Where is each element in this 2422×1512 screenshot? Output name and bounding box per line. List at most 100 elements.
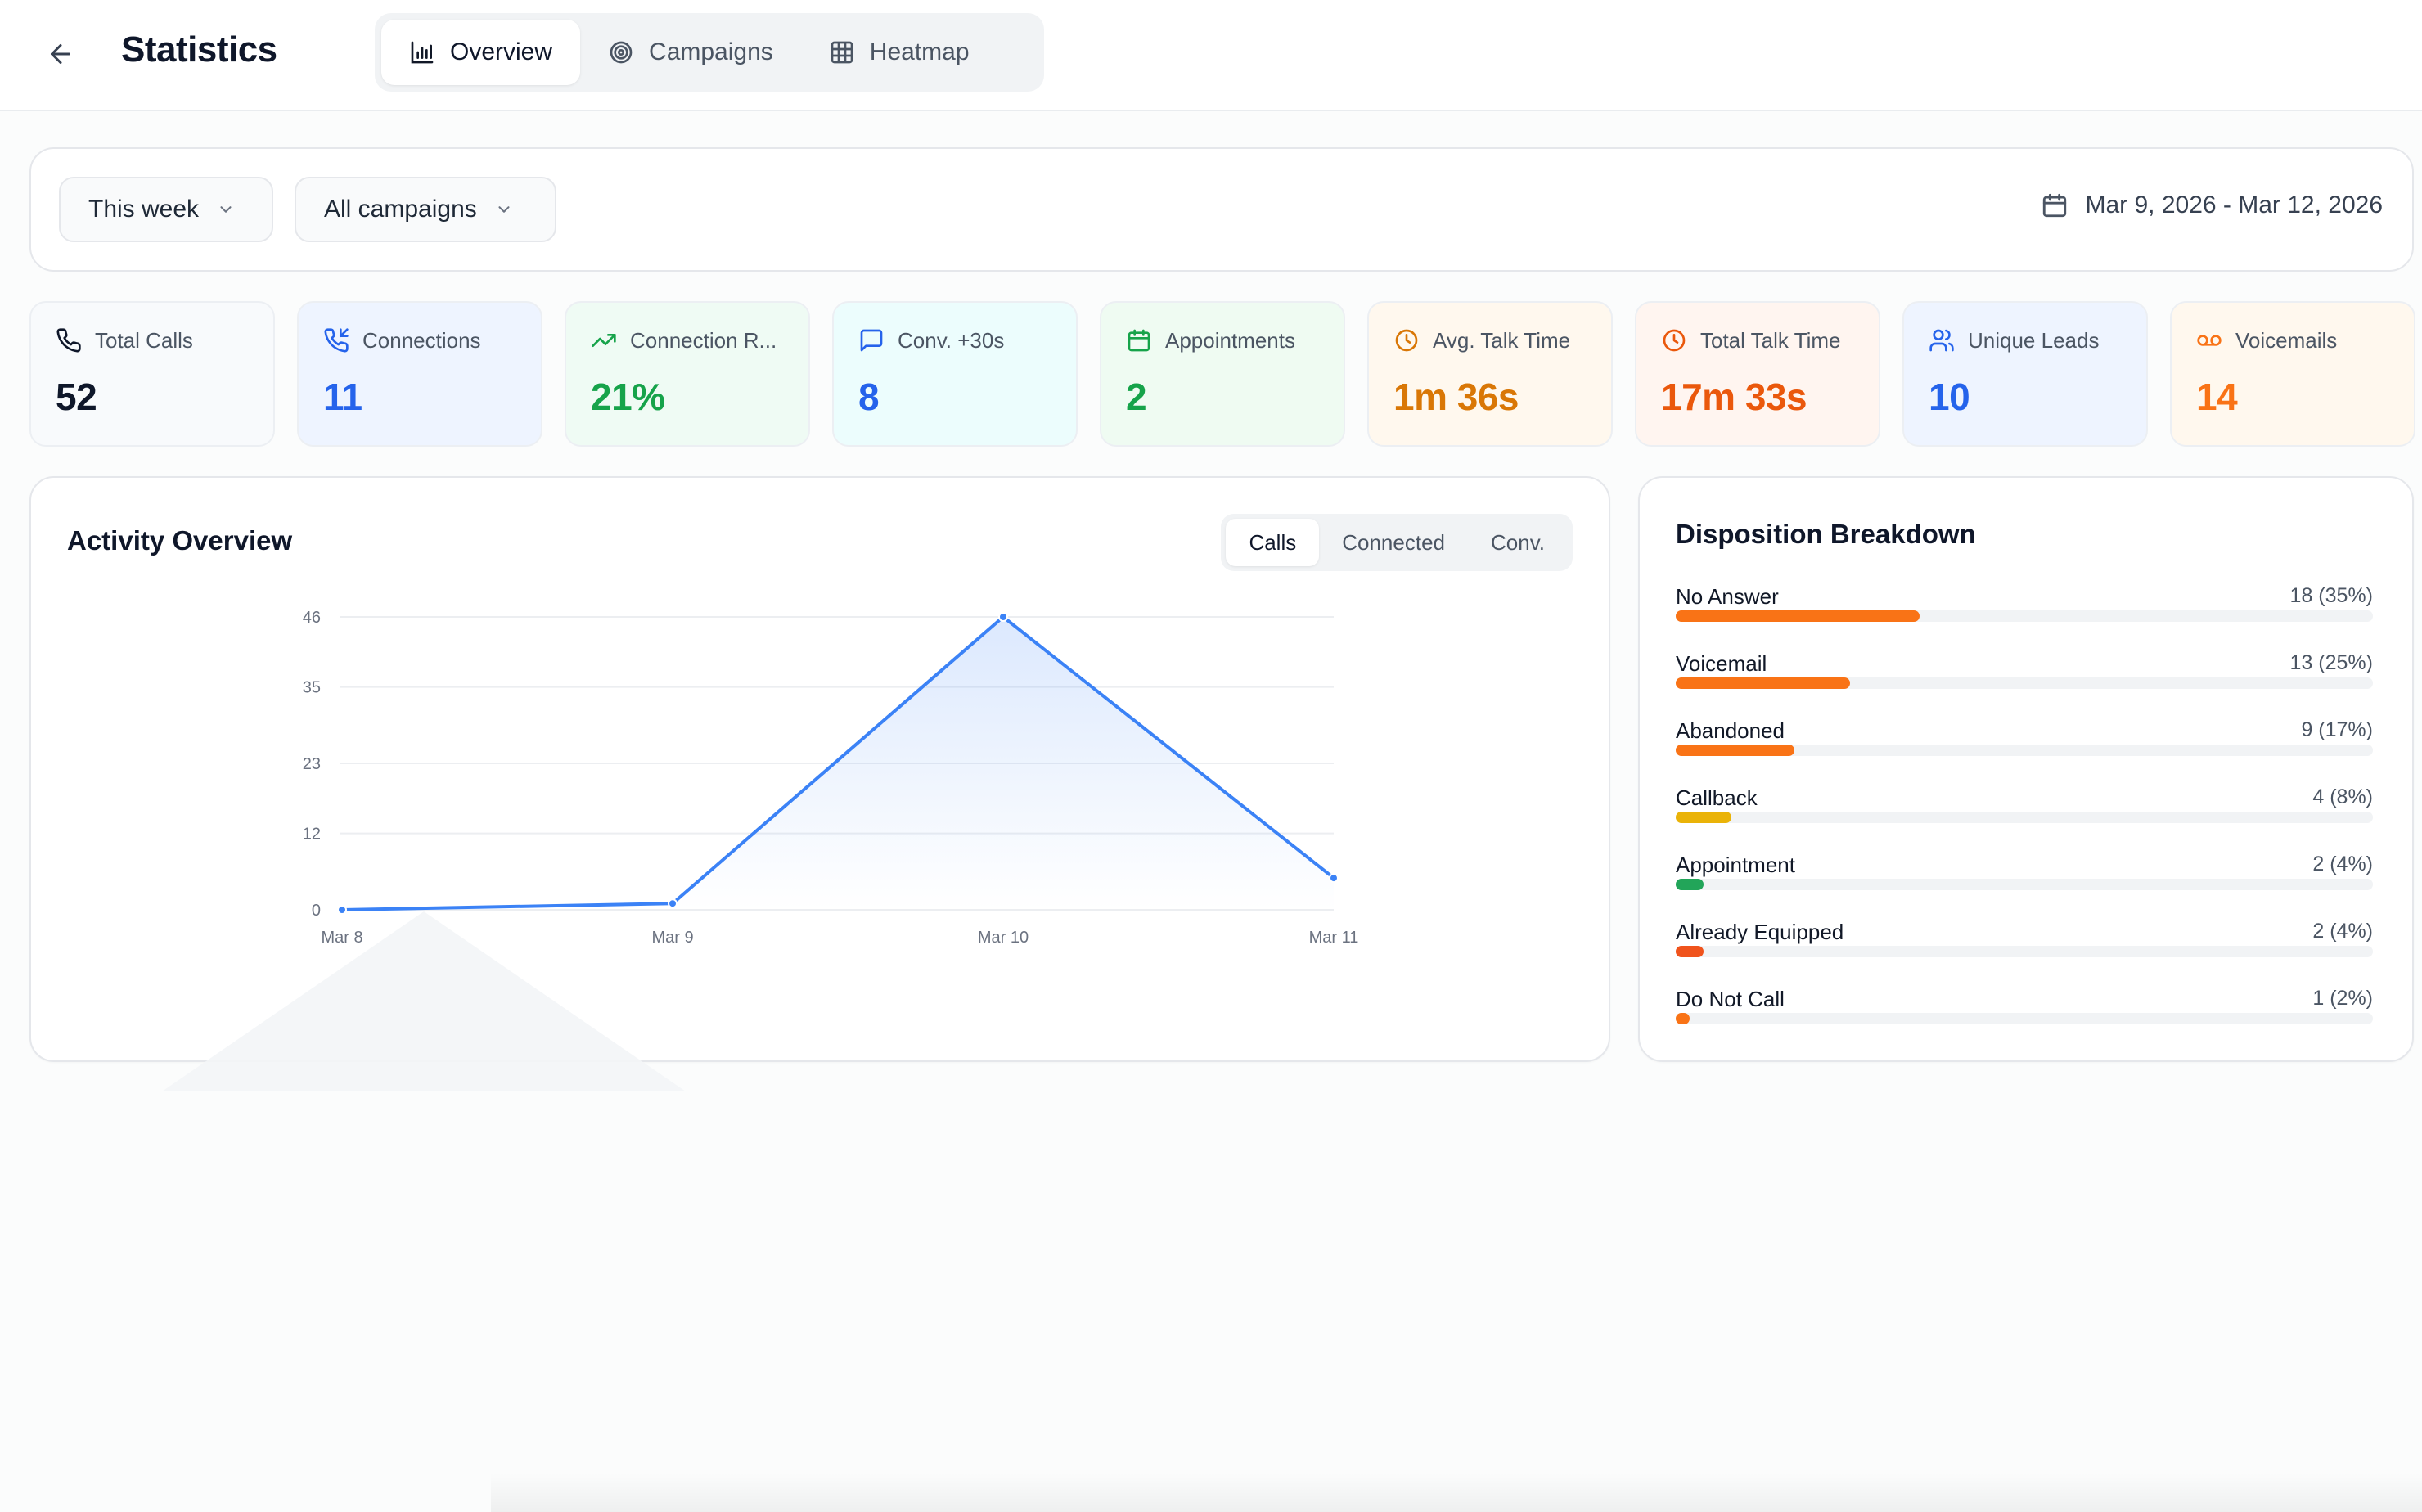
tab-heatmap-label: Heatmap: [869, 38, 970, 65]
toggle-conv[interactable]: Conv.: [1491, 529, 1545, 555]
disposition-value: 1 (2%): [2312, 987, 2373, 1010]
stat-label: Total Calls: [95, 327, 193, 353]
toggle-connected[interactable]: Connected: [1342, 529, 1445, 555]
disposition-label: Abandoned: [1676, 718, 1785, 743]
stat-card: Total Talk Time 17m 33s: [1635, 301, 1880, 447]
disposition-value: 2 (4%): [2312, 853, 2373, 875]
stat-card-header: Unique Leads: [1929, 327, 2122, 353]
arrow-left-icon: [51, 44, 70, 64]
stat-value: 14: [2196, 376, 2238, 418]
phone-incoming-icon: [324, 328, 349, 353]
tab-campaigns-label: Campaigns: [649, 38, 773, 65]
x-tick-label: Mar 11: [1309, 929, 1359, 947]
data-point: [337, 905, 347, 915]
page-title: Statistics: [121, 29, 277, 70]
disposition-row: Already Equipped 2 (4%): [1676, 920, 2373, 961]
x-tick-label: Mar 10: [978, 929, 1029, 947]
data-point: [668, 898, 678, 909]
stat-label: Total Talk Time: [1700, 327, 1841, 353]
x-tick-label: Mar 9: [651, 929, 693, 947]
disposition-label: Do Not Call: [1676, 987, 1785, 1011]
clock-icon: [1663, 329, 1686, 352]
bar-chart-icon: [411, 41, 434, 64]
stat-card: Unique Leads 10: [1902, 301, 2148, 447]
stat-value: 21%: [591, 376, 665, 418]
disposition-bar-track: [1676, 1013, 2373, 1024]
disposition-value: 13 (25%): [2289, 651, 2373, 674]
stat-card-header: Appointments: [1126, 327, 1319, 353]
disposition-bar-fill: [1676, 745, 1794, 756]
disposition-label: Callback: [1676, 785, 1758, 810]
disposition-label: No Answer: [1676, 584, 1779, 609]
disposition-value: 9 (17%): [2301, 718, 2373, 741]
disposition-row: Appointment 2 (4%): [1676, 853, 2373, 893]
campaign-select[interactable]: All campaigns: [295, 177, 556, 242]
trending-up-icon: [592, 334, 616, 347]
stat-card-header: Total Talk Time: [1661, 327, 1854, 353]
period-select[interactable]: This week: [59, 177, 273, 242]
background-shape: [162, 911, 686, 1091]
disposition-bar-track: [1676, 879, 2373, 890]
stat-value: 2: [1126, 376, 1147, 418]
tab-overview-label: Overview: [450, 38, 553, 65]
stat-value: 17m 33s: [1661, 376, 1807, 418]
disposition-bar-track: [1676, 610, 2373, 622]
stat-label: Connection R...: [630, 327, 777, 353]
y-tick-label: 35: [303, 679, 321, 697]
tab-heatmap[interactable]: Heatmap: [801, 20, 997, 85]
stat-label: Unique Leads: [1968, 327, 2100, 353]
stat-card-header: Connection R...: [591, 327, 784, 353]
activity-metric-toggle: Calls Connected Conv.: [1221, 514, 1573, 571]
stat-card-header: Total Calls: [56, 327, 249, 353]
stat-card-header: Voicemails: [2196, 327, 2389, 353]
disposition-row: Do Not Call 1 (2%): [1676, 987, 2373, 1028]
stat-card: Appointments 2: [1100, 301, 1345, 447]
y-tick-label: 12: [303, 826, 321, 844]
disposition-row: Callback 4 (8%): [1676, 785, 2373, 826]
date-range[interactable]: Mar 9, 2026 - Mar 12, 2026: [2041, 191, 2383, 219]
y-tick-label: 46: [303, 609, 321, 627]
series-area: [342, 617, 1334, 910]
stat-label: Appointments: [1165, 327, 1295, 353]
disposition-value: 18 (35%): [2289, 584, 2373, 607]
disposition-value: 4 (8%): [2312, 785, 2373, 808]
activity-overview-panel: Activity Overview Calls Connected Conv. …: [29, 476, 1610, 1091]
disposition-bar-track: [1676, 677, 2373, 689]
disposition-label: Voicemail: [1676, 651, 1767, 676]
calendar-icon: [2043, 193, 2067, 218]
disposition-row: No Answer 18 (35%): [1676, 584, 2373, 625]
back-button[interactable]: [39, 33, 82, 75]
stat-card: Voicemails 14: [2170, 301, 2415, 447]
stat-label: Conv. +30s: [898, 327, 1005, 353]
series-line: [341, 615, 1335, 911]
tab-overview[interactable]: Overview: [381, 20, 581, 85]
tab-campaigns[interactable]: Campaigns: [580, 20, 801, 85]
disposition-bar-fill: [1676, 812, 1732, 823]
filter-bar: This week All campaigns Mar 9, 2026 - Ma…: [29, 147, 2414, 272]
activity-title: Activity Overview: [67, 525, 293, 556]
disposition-bar-fill: [1676, 677, 1850, 689]
disposition-row: Abandoned 9 (17%): [1676, 718, 2373, 759]
users-icon: [1929, 329, 1954, 352]
disposition-bar-fill: [1676, 1013, 1690, 1024]
stat-card: Total Calls 52: [29, 301, 275, 447]
phone-icon: [56, 328, 81, 353]
target-icon: [610, 41, 633, 64]
disposition-value: 2 (4%): [2312, 920, 2373, 943]
disposition-bar-fill: [1676, 610, 1920, 622]
x-tick-label: Mar 8: [321, 929, 362, 947]
disposition-label: Appointment: [1676, 853, 1795, 877]
campaign-select-value: All campaigns: [324, 196, 477, 223]
y-tick-label: 23: [303, 755, 321, 773]
disposition-bar-fill: [1676, 879, 1704, 890]
stat-cards: Total Calls 52 Connections 11 Connection R..…: [29, 301, 2415, 447]
grid-icon: [831, 41, 853, 64]
toggle-calls[interactable]: Calls: [1226, 519, 1320, 566]
disposition-bar-track: [1676, 812, 2373, 823]
stat-card-header: Conv. +30s: [858, 327, 1051, 353]
disposition-label: Already Equipped: [1676, 920, 1844, 944]
data-point: [1329, 873, 1339, 884]
chevron-down-icon: [498, 206, 510, 213]
top-header: Statistics Overview Campaigns Heatmap: [0, 0, 2422, 111]
message-icon: [860, 329, 883, 352]
